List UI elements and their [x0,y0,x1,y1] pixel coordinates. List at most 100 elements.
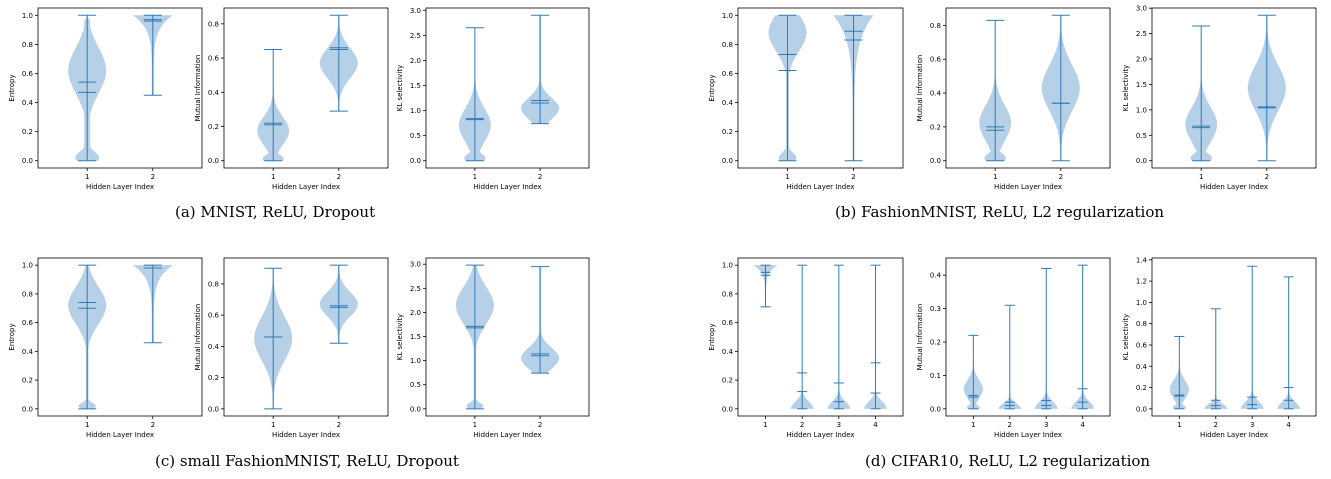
chart-d-1: 0.0 0.2 0.4 0.6 0.8 1.0 1 2 3 4 Hidden Layer Index… [708,257,904,439]
y-tick-label: 0.8 [722,290,733,298]
x-tick-label: 1 [473,173,477,181]
y-tick-label: 1.0 [22,12,33,20]
chart-c-3: 0.0 0.5 1.0 1.5 2.0 2.5 3.0 1 2 Hidden Layer Inde… [396,257,590,439]
y-tick-label: 0.2 [208,374,219,382]
x-tick-label: 3 [1250,421,1254,429]
x-tick-label: 1 [763,421,767,429]
y-tick-label: 0.4 [1136,363,1148,371]
y-axis-label: Entropy [708,323,716,350]
x-tick-label: 4 [1286,421,1291,429]
y-tick-label: 2.0 [410,309,421,317]
y-tick-label: 0.1 [930,372,941,380]
plot-frame [223,7,389,169]
y-tick-label: 0.0 [208,405,219,413]
x-tick-label: 1 [1199,173,1203,181]
y-tick-label: 2.0 [410,57,421,65]
y-tick-label: 2.5 [410,32,421,40]
y-axis-label: Entropy [8,74,16,101]
plot-frame [425,7,590,169]
y-tick-label: 0.4 [208,89,220,97]
chart-c-1: 0.0 0.2 0.4 0.6 0.8 1.0 1 2 Hidden Layer Index En… [8,257,203,439]
caption-a: (a) MNIST, ReLU, Dropout [175,203,376,221]
y-tick-label: 0.6 [22,319,34,327]
y-axis-label: KL selectivity [396,314,404,360]
y-tick-label: 0.2 [22,377,33,385]
y-tick-label: 0.2 [930,339,941,347]
plot-frame [945,257,1111,417]
x-axis-label: Hidden Layer Index [272,183,340,191]
x-axis-label: Hidden Layer Index [1200,183,1268,191]
x-tick-label: 1 [85,173,89,181]
caption-c: (c) small FashionMNIST, ReLU, Dropout [155,452,459,470]
chart-b-3: 0.0 0.5 1.0 1.5 2.0 2.5 3.0 1 2 Hidden Layer Inde… [1122,5,1317,191]
y-tick-label: 0.4 [722,348,734,356]
plot-frame [37,7,203,169]
caption-d: (d) CIFAR10, ReLU, L2 regularization [865,452,1151,470]
x-axis-label: Hidden Layer Index [86,183,154,191]
y-tick-label: 0.0 [722,405,733,413]
x-tick-label: 2 [851,173,855,181]
x-tick-label: 2 [337,421,341,429]
x-tick-label: 2 [1059,173,1063,181]
y-tick-label: 2.5 [410,285,421,293]
chart-b-1: 0.0 0.2 0.4 0.6 0.8 1.0 1 2 Hidden Layer Index En… [708,7,904,191]
plot-frame [945,7,1111,169]
y-tick-label: 0.4 [930,90,942,98]
x-axis-label: Hidden Layer Index [86,431,154,439]
y-tick-label: 0.0 [930,157,941,165]
chart-c-2: 0.0 0.2 0.4 0.6 0.8 1 2 Hidden Layer Index Mutua… [194,257,389,439]
y-tick-label: 0.6 [22,70,34,78]
y-axis-label: Mutual Information [916,304,924,371]
x-axis-label: Hidden Layer Index [994,431,1062,439]
y-tick-label: 0.6 [722,319,734,327]
x-tick-label: 4 [1080,421,1085,429]
caption-b: (b) FashionMNIST, ReLU, L2 regularizatio… [835,203,1165,221]
y-tick-label: 0.2 [722,377,733,385]
y-tick-label: 1.2 [1136,278,1147,286]
y-tick-label: 0.2 [208,123,219,131]
plot-frame [737,257,904,417]
x-tick-label: 1 [85,421,89,429]
y-tick-label: 0.8 [22,290,33,298]
x-tick-label: 2 [1214,421,1218,429]
x-axis-label: Hidden Layer Index [994,183,1062,191]
y-tick-label: 0.4 [208,343,220,351]
y-tick-label: 0.0 [722,157,733,165]
x-tick-label: 4 [873,421,878,429]
y-tick-label: 0.8 [208,280,219,288]
x-tick-label: 2 [800,421,804,429]
y-tick-label: 1.5 [410,82,421,90]
y-tick-label: 0.2 [722,128,733,136]
y-tick-label: 0.8 [22,41,33,49]
y-axis-label: Entropy [8,323,16,350]
y-tick-label: 1.5 [1136,81,1147,89]
y-tick-label: 0.2 [22,128,33,136]
y-tick-label: 1.5 [410,333,421,341]
y-tick-label: 1.0 [722,262,733,270]
y-tick-label: 0.0 [410,157,421,165]
chart-a-2: 0.0 0.2 0.4 0.6 0.8 1 2 Hidden Layer Index Mutua… [194,7,389,191]
y-tick-label: 1.0 [722,12,733,20]
x-tick-label: 1 [971,421,975,429]
y-tick-label: 0.8 [722,41,733,49]
x-tick-label: 1 [473,421,477,429]
y-tick-label: 0.2 [1136,384,1147,392]
y-axis-label: KL selectivity [1122,314,1130,360]
y-tick-label: 1.0 [410,107,421,115]
y-axis-label: KL selectivity [396,65,404,111]
plot-frame [1151,257,1317,417]
x-tick-label: 2 [1265,173,1269,181]
x-tick-label: 2 [1008,421,1012,429]
chart-a-3: 0.0 0.5 1.0 1.5 2.0 2.5 3.0 1 2 Hidden Layer Inde… [396,7,590,191]
x-axis-label: Hidden Layer Index [786,431,854,439]
y-axis-label: Mutual Information [194,304,202,371]
y-tick-label: 0.6 [722,70,734,78]
x-tick-label: 3 [837,421,841,429]
y-tick-label: 0.6 [1136,341,1148,349]
x-axis-label: Hidden Layer Index [473,431,541,439]
y-tick-label: 0.2 [930,123,941,131]
y-axis-label: Mutual Information [916,55,924,122]
y-tick-label: 1.0 [1136,106,1147,114]
x-tick-label: 2 [151,421,155,429]
y-tick-label: 0.6 [208,312,220,320]
